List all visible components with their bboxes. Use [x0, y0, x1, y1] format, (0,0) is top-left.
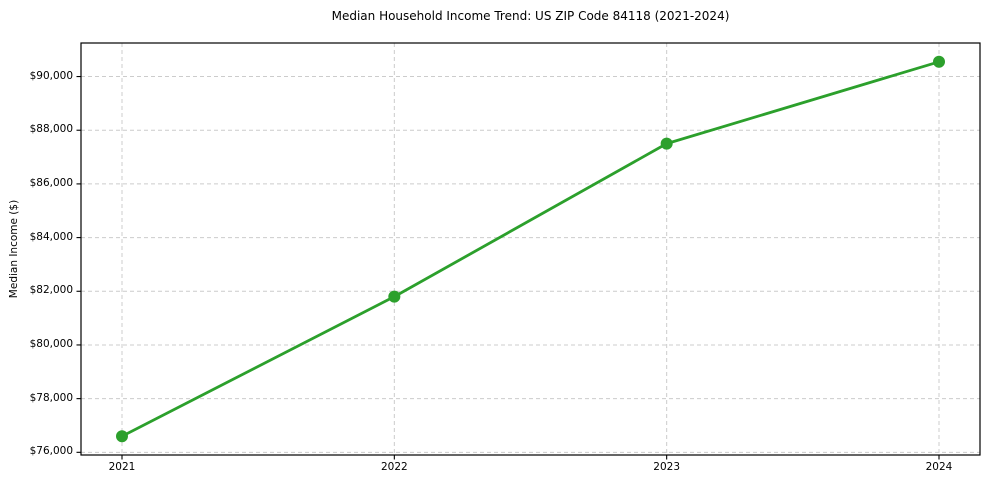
y-tick-label: $88,000	[29, 123, 73, 136]
y-tick-label: $76,000	[29, 445, 73, 458]
data-point-2024	[933, 55, 945, 68]
y-tick-label: $90,000	[29, 69, 73, 82]
y-tick-label: $82,000	[29, 284, 73, 297]
axis-border	[80, 42, 981, 456]
y-tick-label: $86,000	[29, 176, 73, 189]
y-tick-label: $84,000	[29, 230, 73, 243]
data-point-2022	[388, 290, 401, 303]
x-tick-label: 2022	[380, 461, 408, 473]
y-tick-label: $78,000	[29, 391, 73, 404]
data-point-2023	[660, 137, 673, 150]
chart-title: Median Household Income Trend: US ZIP Co…	[331, 9, 730, 23]
data-point-2021	[116, 430, 128, 443]
x-tick-label: 2021	[108, 461, 136, 473]
x-tick-label: 2024	[925, 461, 953, 473]
income-trend-line	[120, 60, 941, 438]
x-tick-label: 2023	[653, 461, 681, 473]
y-tick-label: $80,000	[29, 337, 73, 350]
